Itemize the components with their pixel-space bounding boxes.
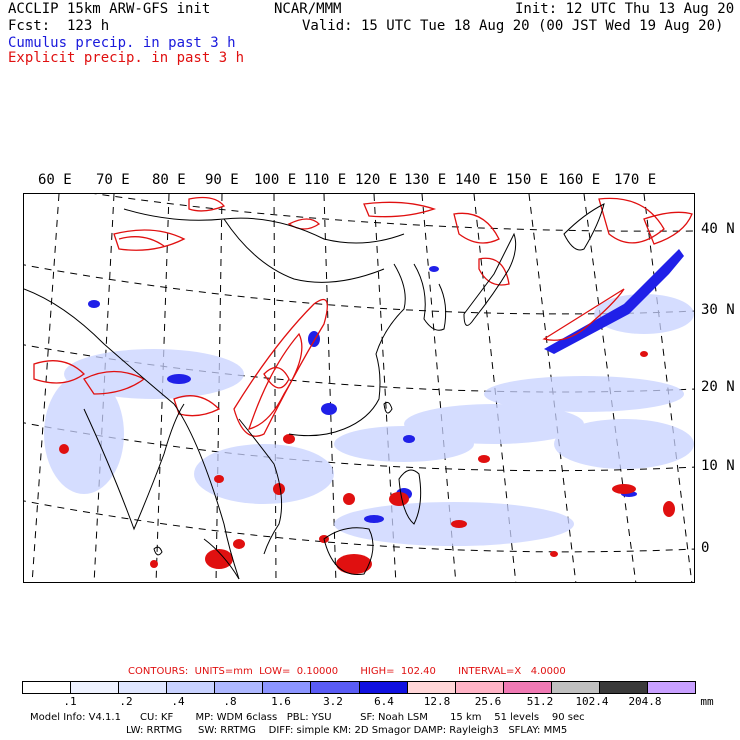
colorbar-tick: 1.6 bbox=[271, 695, 291, 708]
korea-coast bbox=[413, 263, 447, 331]
lon-label: 90 E bbox=[205, 172, 239, 188]
lon-label: 80 E bbox=[152, 172, 186, 188]
lon-label: 100 E bbox=[254, 172, 297, 188]
taiwan bbox=[383, 401, 393, 414]
colorbar-swatch bbox=[71, 682, 120, 693]
borneo bbox=[323, 527, 374, 576]
japan bbox=[463, 232, 517, 326]
sri-lanka bbox=[153, 546, 163, 556]
sumatra bbox=[203, 538, 240, 580]
lat-label: 40 N bbox=[701, 221, 735, 237]
lat-label: 30 N bbox=[701, 302, 735, 318]
lon-label: 160 E bbox=[558, 172, 601, 188]
lon-label: 130 E bbox=[404, 172, 447, 188]
init-time: Init: 12 UTC Thu 13 Aug 20 bbox=[515, 1, 735, 17]
cumulus-legend: Cumulus precip. in past 3 h bbox=[8, 35, 236, 51]
colorbar-swatch bbox=[503, 682, 552, 693]
colorbar-swatch bbox=[599, 682, 649, 693]
explicit-legend: Explicit precip. in past 3 h bbox=[8, 50, 245, 66]
colorbar-tick: 12.8 bbox=[423, 695, 451, 708]
lat-label: 10 N bbox=[701, 458, 735, 474]
contours-info: CONTOURS: UNITS=mm LOW= 0.10000 HIGH= 10… bbox=[128, 666, 566, 677]
colorbar-tick: .1 bbox=[63, 695, 77, 708]
lat-line-30 bbox=[24, 264, 694, 315]
colorbar-tick: .2 bbox=[119, 695, 133, 708]
colorbar-swatch bbox=[551, 682, 600, 693]
colorbar-swatch bbox=[407, 682, 456, 693]
valid-time: Valid: 15 UTC Tue 18 Aug 20 (00 JST Wed … bbox=[302, 18, 724, 34]
center-label: NCAR/MMM bbox=[274, 1, 342, 17]
colorbar-swatch bbox=[23, 682, 72, 693]
map-canvas bbox=[24, 194, 694, 582]
colorbar-tick: 51.2 bbox=[526, 695, 554, 708]
mongolia-border bbox=[223, 218, 385, 283]
philippines bbox=[398, 469, 422, 525]
colorbar-tick: 102.4 bbox=[575, 695, 609, 708]
lon-label: 120 E bbox=[355, 172, 398, 188]
lon-line-100 bbox=[273, 194, 277, 582]
forecast-hour: Fcst: 123 h bbox=[8, 18, 110, 34]
colorbar-swatch bbox=[359, 682, 408, 693]
lat-label: 20 N bbox=[701, 379, 735, 395]
lon-label: 150 E bbox=[506, 172, 549, 188]
colorbar-swatch bbox=[648, 682, 696, 693]
colorbar-tick: 6.4 bbox=[374, 695, 394, 708]
lon-line-110 bbox=[323, 194, 337, 582]
lon-label: 140 E bbox=[455, 172, 498, 188]
cumulus-precip-light bbox=[44, 294, 694, 546]
kuril-band bbox=[544, 249, 684, 354]
model-info-line1: Model Info: V4.1.1 CU: KF MP: WDM 6class… bbox=[30, 712, 585, 723]
lat-line-0 bbox=[24, 500, 694, 553]
lon-label: 170 E bbox=[614, 172, 657, 188]
colorbar-swatch bbox=[167, 682, 216, 693]
lat-line-40 bbox=[94, 194, 694, 232]
precip-colorbar bbox=[22, 681, 696, 694]
run-title: ACCLIP 15km ARW-GFS init bbox=[8, 1, 211, 17]
colorbar-swatch bbox=[119, 682, 168, 693]
colorbar-tick: 204.8 bbox=[628, 695, 662, 708]
india-coast bbox=[83, 403, 185, 531]
lat-label: 0 bbox=[701, 540, 710, 556]
colorbar-tick: 25.6 bbox=[474, 695, 502, 708]
colorbar-swatch bbox=[263, 682, 312, 693]
colorbar-tick: .4 bbox=[171, 695, 185, 708]
colorbar-swatch bbox=[311, 682, 360, 693]
asia-coast bbox=[24, 288, 240, 580]
explicit-precip-cells bbox=[59, 351, 675, 574]
lon-label: 70 E bbox=[96, 172, 130, 188]
russia-border bbox=[123, 208, 405, 244]
model-info-line2: LW: RRTMG SW: RRTMG DIFF: simple KM: 2D … bbox=[126, 725, 568, 736]
precipitation-map bbox=[23, 193, 695, 583]
lon-label: 60 E bbox=[38, 172, 72, 188]
colorbar-unit: mm bbox=[700, 695, 714, 708]
kamchatka bbox=[563, 203, 605, 251]
china-coast bbox=[288, 263, 406, 437]
coastlines bbox=[24, 203, 605, 580]
colorbar-tick: .8 bbox=[223, 695, 237, 708]
cumulus-precip-heavy bbox=[88, 249, 684, 523]
lon-line-60 bbox=[31, 194, 60, 582]
colorbar-swatch bbox=[215, 682, 264, 693]
colorbar-swatch bbox=[455, 682, 504, 693]
lon-label: 110 E bbox=[304, 172, 347, 188]
colorbar-tick: 3.2 bbox=[323, 695, 343, 708]
explicit-precip-contours bbox=[33, 196, 693, 437]
indochina-coast bbox=[238, 418, 283, 555]
